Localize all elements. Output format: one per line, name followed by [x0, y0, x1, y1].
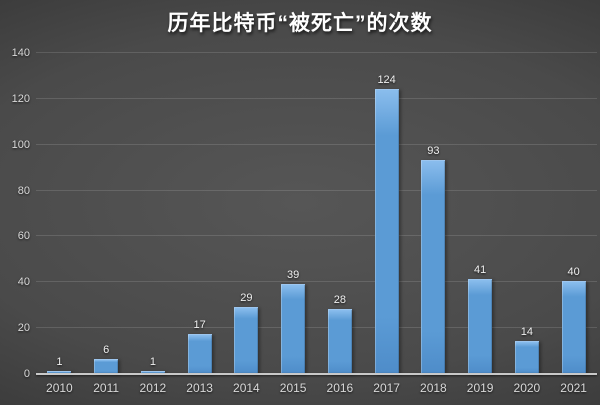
- y-tick-100: 100: [11, 138, 30, 151]
- gridline-140: [36, 52, 597, 53]
- bar-group-2012: 1: [130, 53, 177, 374]
- bar-value-label-2020: 14: [520, 325, 533, 338]
- bar-group-2018: 93: [410, 53, 457, 374]
- bar-group-2020: 14: [504, 53, 551, 374]
- gridline-100: [36, 143, 597, 145]
- bar-2012: [140, 370, 165, 374]
- x-tick-2014: 2014: [233, 381, 260, 395]
- x-tick-2016: 2016: [326, 381, 354, 395]
- bar-value-label-2017: 124: [377, 73, 396, 86]
- chart-title: 历年比特币“被死亡”的次数: [167, 12, 433, 35]
- x-tick-2021: 2021: [560, 381, 587, 395]
- bar-value-label-2011: 6: [103, 344, 110, 357]
- x-tick-2017: 2017: [373, 381, 400, 395]
- bar-2010: [47, 370, 72, 374]
- bar-2020: [514, 340, 539, 374]
- bar-value-label-2018: 93: [427, 144, 440, 157]
- bar-group-2013: 17: [176, 53, 223, 374]
- bar-2014: [234, 306, 259, 374]
- y-tick-140: 140: [11, 47, 30, 59]
- gridline-60: [36, 235, 597, 237]
- bar-2013: [187, 334, 212, 374]
- bar-value-label-2015: 39: [287, 268, 300, 281]
- bar-2018: [421, 159, 446, 374]
- bar-2015: [281, 283, 306, 374]
- x-tick-2019: 2019: [466, 381, 494, 395]
- x-tick-2012: 2012: [139, 381, 167, 395]
- x-tick-2010: 2010: [46, 381, 73, 395]
- plot-area: 1 6 1 17 29 39 28 124 93 41 14 40: [36, 52, 597, 375]
- bar-group-2014: 29: [223, 53, 270, 374]
- bar-group-2017: 124: [363, 53, 410, 374]
- bar-value-label-2021: 40: [567, 266, 580, 279]
- bar-group-2015: 39: [270, 53, 317, 374]
- bar-2016: [327, 308, 352, 374]
- x-tick-2013: 2013: [186, 381, 213, 395]
- bar-group-2019: 41: [457, 53, 504, 374]
- bar-2017: [374, 88, 399, 374]
- x-tick-2020: 2020: [513, 381, 541, 395]
- bar-2021: [561, 281, 586, 374]
- bar-value-label-2013: 17: [193, 319, 206, 332]
- x-axis-labels: 2010 2011 2012 2013 2014 2015 2016 2017 2018 2019…: [36, 381, 597, 395]
- x-axis-line: [36, 373, 597, 375]
- bar-value-label-2019: 41: [474, 264, 487, 276]
- y-axis-labels: 0 20 40 60 80 100 120 140: [0, 47, 30, 380]
- x-tick-2011: 2011: [93, 381, 120, 395]
- bar-group-2016: 28: [317, 53, 364, 374]
- bar-value-label-2010: 1: [56, 355, 63, 368]
- gridline-120: [36, 97, 597, 99]
- gridline-20: [36, 327, 597, 329]
- bar-group-2010: 1: [36, 53, 83, 374]
- bar-value-label-2016: 28: [333, 293, 346, 306]
- y-tick-20: 20: [17, 322, 30, 335]
- bar-value-label-2012: 1: [149, 355, 156, 368]
- bar-2011: [94, 359, 119, 374]
- bar-group-2011: 6: [83, 53, 130, 374]
- x-tick-2018: 2018: [420, 381, 447, 395]
- y-tick-120: 120: [11, 92, 30, 105]
- y-tick-0: 0: [23, 368, 30, 380]
- gridline-40: [36, 281, 597, 283]
- bar-2019: [468, 279, 493, 374]
- y-tick-60: 60: [17, 230, 30, 243]
- gridline-80: [36, 189, 597, 191]
- y-tick-40: 40: [17, 276, 30, 289]
- y-tick-80: 80: [17, 184, 30, 197]
- bar-group-2021: 40: [550, 53, 597, 374]
- bar-series: 1 6 1 17 29 39 28 124 93 41 14 40: [36, 53, 597, 374]
- bar-value-label-2014: 29: [240, 291, 253, 304]
- x-tick-2015: 2015: [279, 381, 307, 395]
